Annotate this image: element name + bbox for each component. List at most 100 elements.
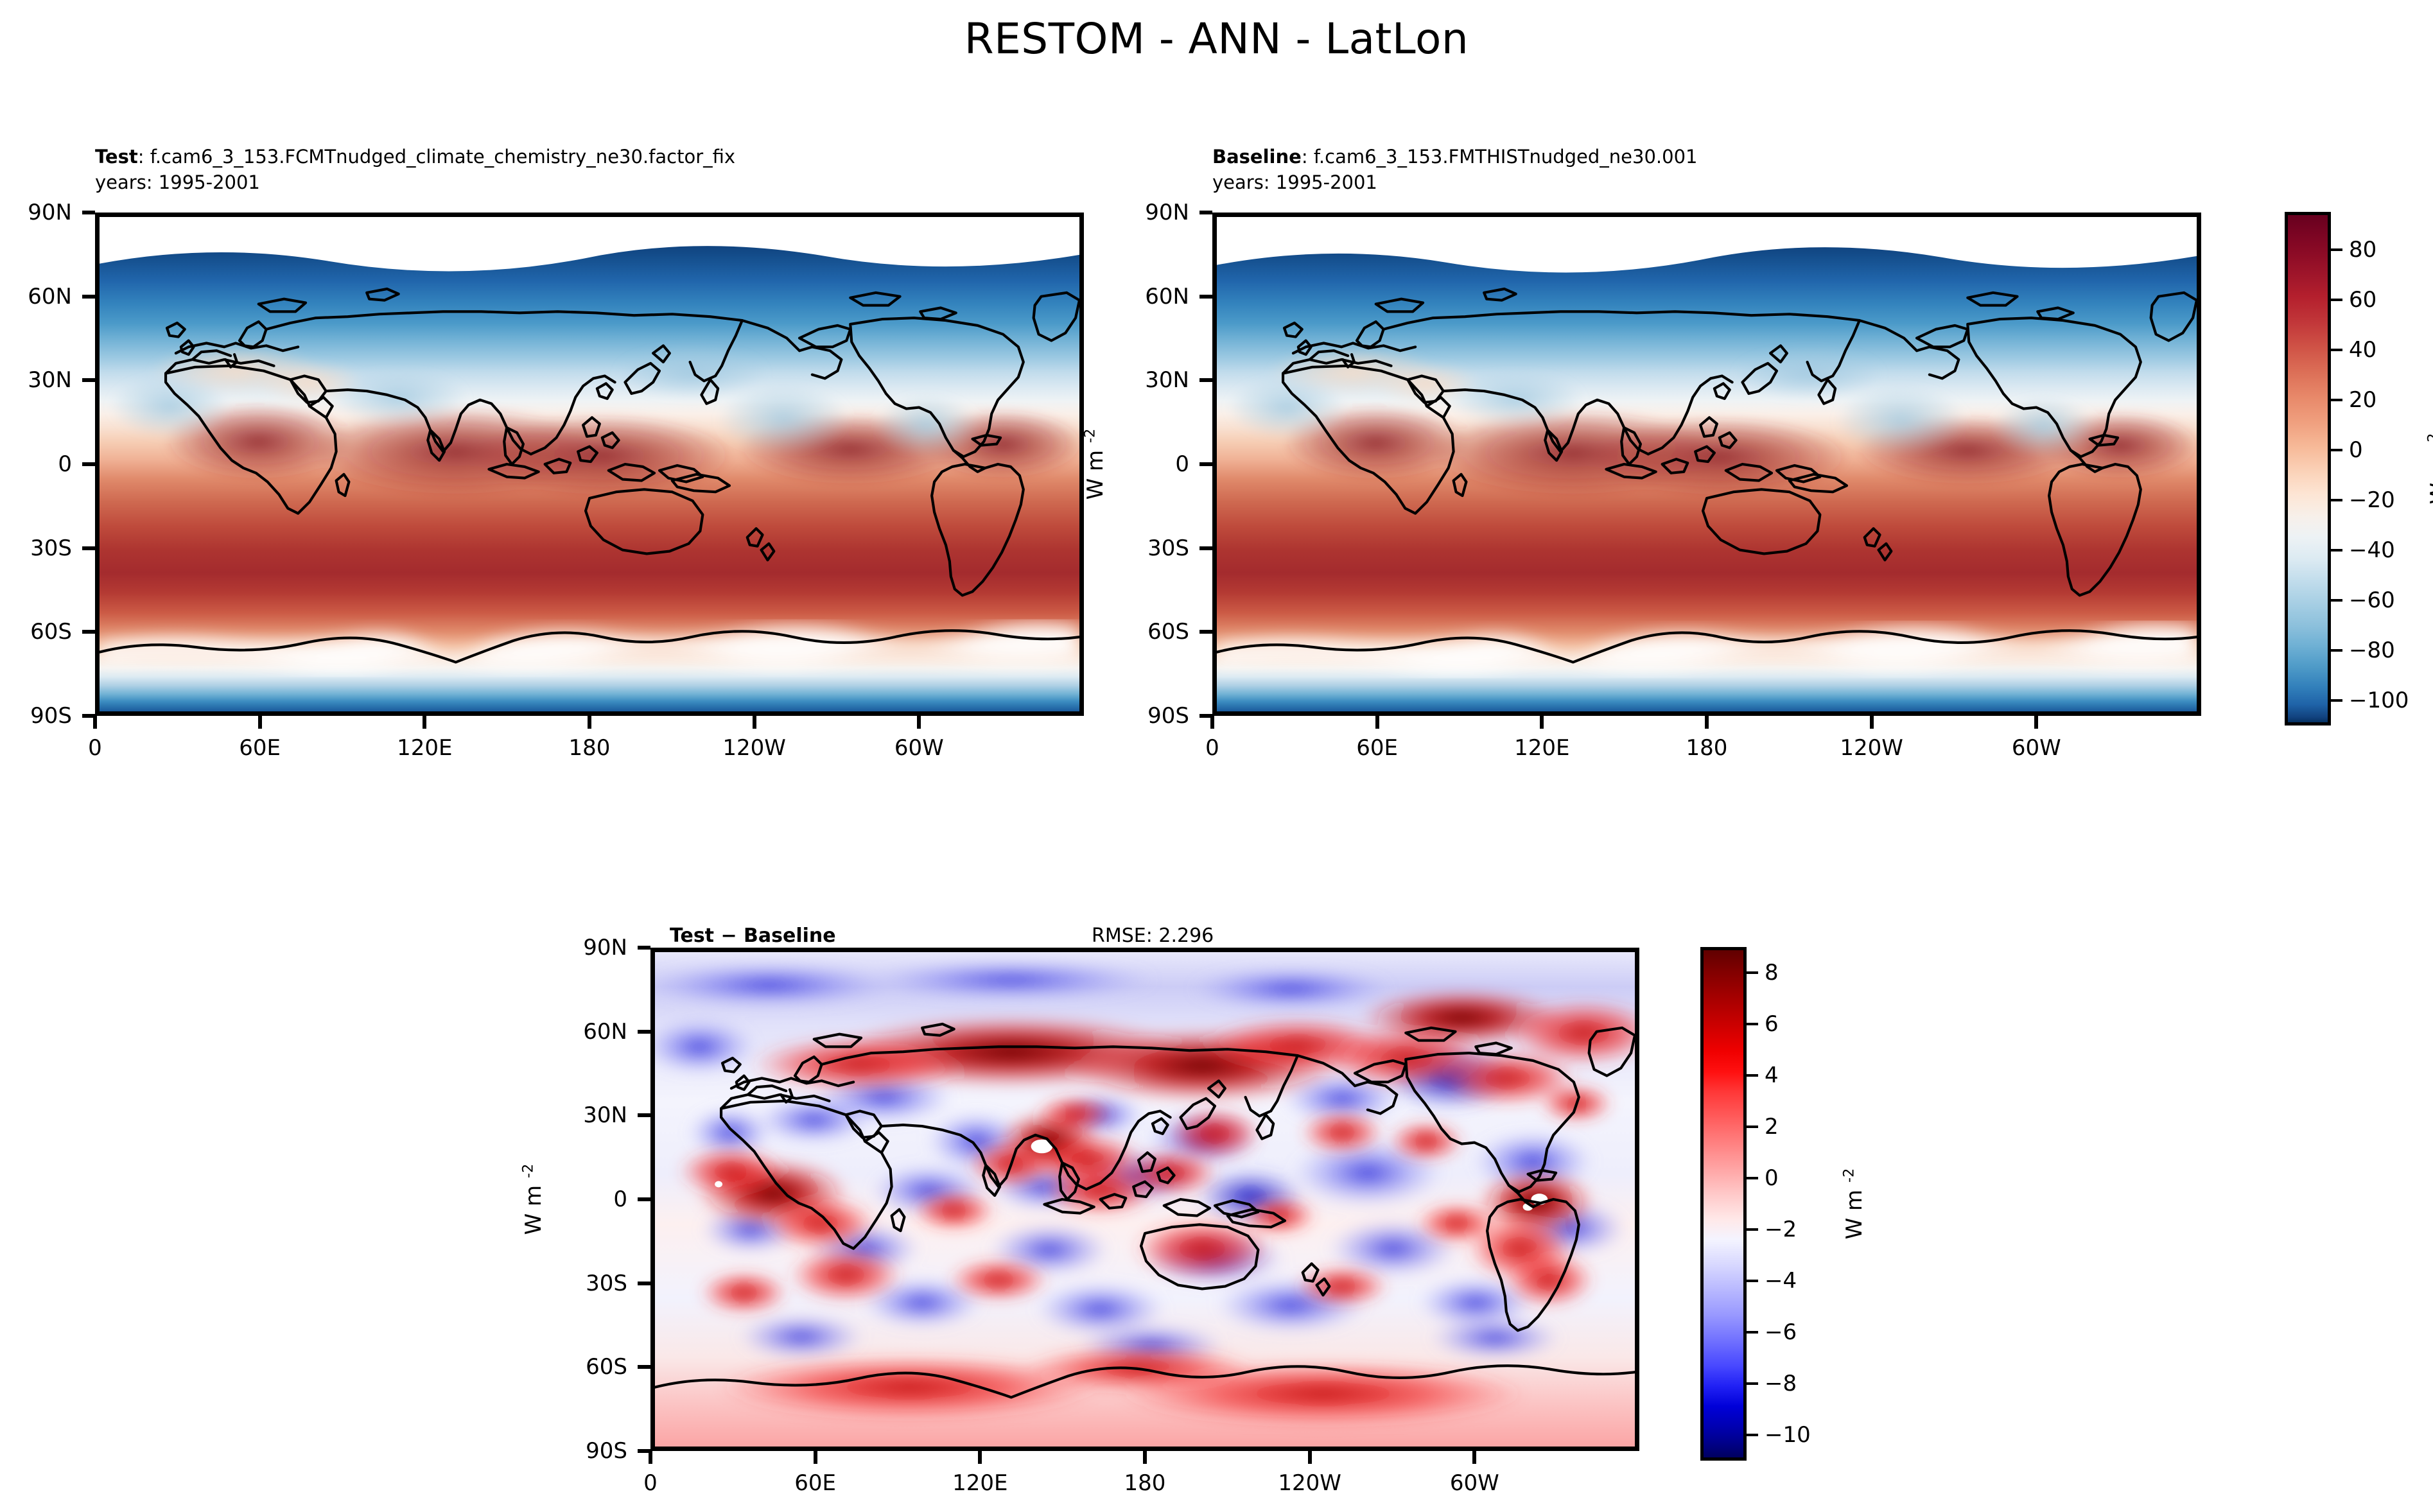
lon-tick-test-4 [752,716,756,729]
lat-tick-diff-0 [638,946,650,950]
lat-tick-label-base-1: 60N [1145,283,1189,309]
lat-tick-diff-2 [638,1113,650,1118]
lat-tick-base-5 [1199,630,1212,634]
colorbar-diff-tick-9 [1747,1434,1758,1436]
lat-tick-test-6 [82,714,95,718]
lon-tick-label-test-4: 120W [722,735,786,761]
colorbar-main-tick-label-7: −60 [2349,587,2395,613]
colorbar-main-tick-label-6: −40 [2349,537,2395,563]
lon-tick-label-diff-2: 120E [952,1470,1008,1496]
lon-tick-diff-1 [813,1451,817,1464]
lon-tick-label-test-5: 60W [894,735,944,761]
lon-tick-diff-5 [1472,1451,1477,1464]
colorbar-main-tick-8 [2331,648,2342,652]
lat-tick-test-2 [82,378,95,383]
colorbar-diff-tick-8 [1747,1382,1758,1385]
colorbar-diff-tick-4 [1747,1177,1758,1179]
lat-tick-base-0 [1199,211,1212,214]
lat-tick-label-base-6: 90S [1147,703,1189,729]
colorbar-diff-title: W m -2 [1840,1168,1867,1240]
test-case-line: Test: f.cam6_3_153.FCMTnudged_climate_ch… [95,143,735,171]
lat-tick-label-test-4: 30S [30,535,72,561]
lon-tick-label-test-2: 120E [397,735,453,761]
colorbar-main-tick-label-8: −80 [2349,637,2395,663]
lat-tick-label-test-1: 60N [28,283,72,309]
colorbar-diff-tick-label-7: −6 [1765,1319,1797,1345]
figure-suptitle: RESTOM - ANN - LatLon [964,14,1469,64]
lon-tick-base-4 [1869,716,1874,729]
lon-tick-diff-0 [649,1451,652,1464]
lon-tick-label-test-1: 60E [239,735,281,761]
map-test-coastlines [100,287,1079,664]
baseline-role-label: Baseline [1212,146,1302,168]
diff-offscale-specks [715,1139,1548,1211]
lat-tick-base-2 [1199,378,1212,383]
lat-tick-diff-3 [638,1197,650,1201]
colorbar-diff-tick-3 [1747,1125,1758,1128]
lon-tick-label-test-3: 180 [568,735,611,761]
lat-tick-label-diff-0: 90N [583,935,627,960]
colorbar-main-tick-label-5: −20 [2349,487,2395,513]
colorbar-main-title: W m -2 [2425,433,2433,505]
colorbar-diff-tick-label-1: 6 [1765,1011,1779,1037]
lat-tick-label-test-3: 0 [58,451,72,477]
colorbar-diff-tick-2 [1747,1074,1758,1077]
lat-tick-label-diff-1: 60N [583,1018,627,1045]
y-axis-label-base: W m -2 [1081,428,1108,500]
lat-tick-base-4 [1199,546,1212,550]
lon-tick-label-base-1: 60E [1356,735,1399,761]
colorbar-main-tick-6 [2331,548,2342,552]
lon-tick-test-3 [588,716,591,729]
lon-tick-diff-3 [1143,1451,1147,1464]
y-axis-label-diff: W m -2 [519,1163,546,1235]
lon-tick-label-diff-3: 180 [1124,1470,1166,1496]
lon-tick-label-base-2: 120E [1514,735,1570,761]
lat-tick-diff-1 [638,1029,650,1034]
map-test-svg [100,217,1079,711]
lon-tick-test-2 [423,716,427,729]
lon-tick-base-3 [1705,716,1709,729]
colorbar-main-tick-label-1: 60 [2349,286,2377,313]
colorbar-diff-gradient [1704,950,1743,1457]
lon-tick-label-diff-0: 0 [643,1470,658,1496]
lon-tick-test-1 [257,716,262,729]
lon-tick-label-diff-1: 60E [794,1470,837,1496]
lat-tick-label-diff-6: 90S [586,1438,627,1464]
colorbar-diff-tick-5 [1747,1228,1758,1231]
lon-tick-label-base-4: 120W [1840,735,1903,761]
baseline-case-line: Baseline: f.cam6_3_153.FMTHISTnudged_ne3… [1212,143,1697,171]
lon-tick-label-diff-4: 120W [1278,1470,1341,1496]
lat-tick-diff-5 [638,1365,650,1369]
lon-tick-base-1 [1375,716,1379,729]
map-test-polar-white [100,217,1079,272]
lon-tick-base-5 [2034,716,2039,729]
baseline-case-name: f.cam6_3_153.FMTHISTnudged_ne30.001 [1313,146,1698,168]
diff-role-label: Test − Baseline [670,925,836,947]
colorbar-main-tick-5 [2331,498,2342,501]
lat-tick-label-test-2: 30N [28,367,72,394]
colorbar-diff-tick-label-3: 2 [1765,1114,1779,1140]
colorbar-diff-tick-1 [1747,1023,1758,1025]
lat-tick-diff-6 [638,1449,650,1453]
lat-tick-test-3 [82,462,95,466]
colorbar-main-tick-label-4: 0 [2349,437,2363,463]
lat-tick-label-test-0: 90N [28,200,72,225]
map-baseline-coastlines [1217,287,2197,664]
lat-tick-test-5 [82,630,95,634]
lat-tick-test-0 [82,211,95,214]
lon-tick-test-5 [917,716,921,729]
baseline-years: years: 1995-2001 [1212,171,1377,193]
lat-tick-test-1 [82,294,95,299]
lon-tick-base-0 [1210,716,1214,729]
lat-tick-label-diff-3: 0 [613,1186,627,1212]
baseline-separator: : [1301,146,1308,168]
colorbar-main-gradient [2288,215,2328,722]
lon-tick-label-diff-5: 60W [1449,1470,1499,1496]
colorbar-main-tick-0 [2331,248,2342,251]
diff-rmse: RMSE: 2.296 [1092,925,1214,947]
map-baseline-svg [1217,217,2197,711]
colorbar-diff-tick-6 [1747,1280,1758,1282]
colorbar-main-tick-label-2: 40 [2349,336,2377,363]
map-test [95,213,1084,716]
